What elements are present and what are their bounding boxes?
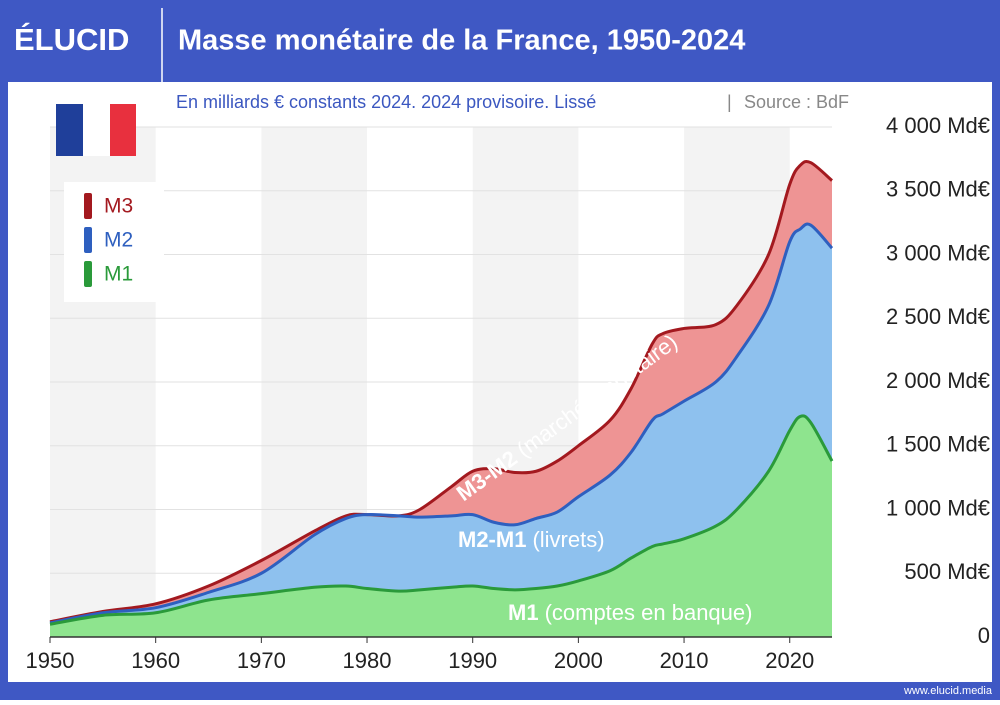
series-line xyxy=(49,222,834,625)
series-line xyxy=(49,159,833,624)
series-line xyxy=(49,414,834,626)
x-tick-label: 1950 xyxy=(26,648,75,673)
x-tick-label: 1970 xyxy=(237,648,286,673)
annotation-bold: M1 xyxy=(508,600,539,625)
flag xyxy=(56,104,136,156)
y-tick-label: 2 000 Md€ xyxy=(886,368,990,393)
annotation-text: (comptes en banque) xyxy=(545,600,753,625)
subtitle: En milliards € constants 2024. 2024 prov… xyxy=(176,92,596,112)
x-tick-label: 1960 xyxy=(131,648,180,673)
chart-title: Masse monétaire de la France, 1950-2024 xyxy=(178,25,745,57)
separator: | xyxy=(727,92,732,112)
legend-label: M3 xyxy=(104,195,133,218)
annotation: M1 (comptes en banque) xyxy=(508,600,752,625)
x-tick-label: 2020 xyxy=(765,648,814,673)
legend-label: M1 xyxy=(104,263,133,286)
y-tick-label: 0 xyxy=(978,623,990,648)
y-tick-label: 3 500 Md€ xyxy=(886,177,990,202)
logo: ÉLUCID xyxy=(14,22,129,57)
y-tick-label: 4 000 Md€ xyxy=(886,113,990,138)
annotation-text: (livrets) xyxy=(532,527,604,552)
legend-swatch xyxy=(84,193,92,219)
y-tick-label: 3 000 Md€ xyxy=(886,240,990,265)
legend-swatch xyxy=(84,227,92,253)
legend-label: M2 xyxy=(104,229,133,252)
y-tick-label: 2 500 Md€ xyxy=(886,304,990,329)
x-tick-label: 1990 xyxy=(448,648,497,673)
x-tick-label: 2000 xyxy=(554,648,603,673)
area-fill xyxy=(50,224,832,637)
area-fill xyxy=(50,415,832,637)
y-tick-label: 500 Md€ xyxy=(904,559,990,584)
y-tick-label: 1 000 Md€ xyxy=(886,495,990,520)
legend-box xyxy=(64,182,164,302)
annotation-bold: M2-M1 xyxy=(458,527,526,552)
x-tick-label: 1980 xyxy=(343,648,392,673)
annotation: M2-M1 (livrets) xyxy=(458,527,605,552)
source: Source : BdF xyxy=(744,92,849,112)
x-tick-label: 2010 xyxy=(660,648,709,673)
footer: www.elucid.media xyxy=(903,685,993,697)
legend-swatch xyxy=(84,261,92,287)
y-tick-label: 1 500 Md€ xyxy=(886,432,990,457)
